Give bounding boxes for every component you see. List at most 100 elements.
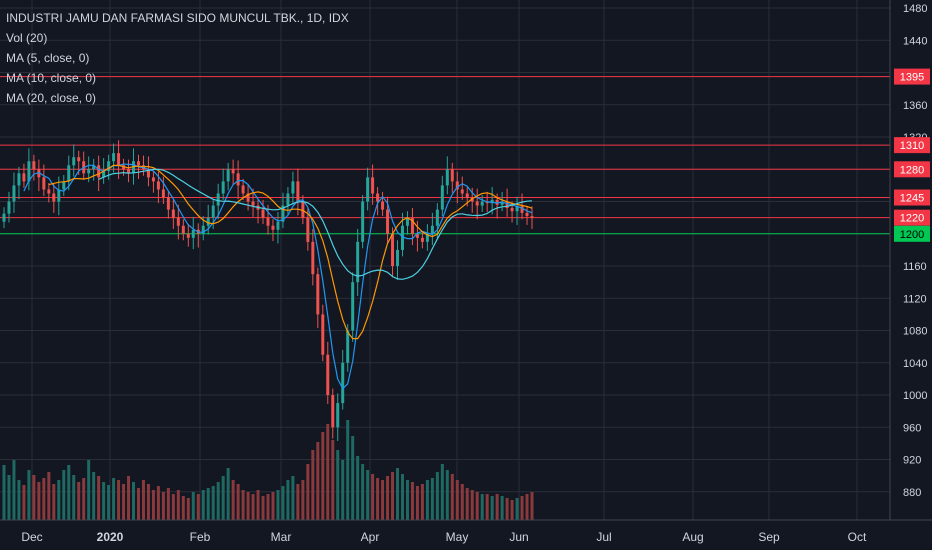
volume-bar: [166, 488, 170, 520]
volume-bar: [112, 478, 116, 520]
candle-body: [376, 193, 380, 202]
volume-bar: [286, 480, 290, 520]
candle-body: [211, 205, 215, 218]
volume-bar: [146, 484, 150, 520]
volume-bar: [186, 498, 190, 520]
time-tick-label: Jun: [509, 530, 528, 544]
volume-bar: [102, 482, 106, 520]
level-label: 1395: [900, 72, 924, 84]
price-axis-panel[interactable]: [890, 0, 932, 520]
volume-bar: [216, 482, 220, 520]
volume-bar: [87, 460, 91, 520]
volume-bar: [52, 484, 56, 520]
candle-body: [62, 181, 66, 190]
candle-body: [366, 177, 370, 202]
volume-bar: [415, 486, 419, 520]
candle-body: [276, 221, 280, 230]
level-label: 1245: [900, 193, 924, 205]
candle-body: [181, 225, 185, 234]
candle-body: [72, 157, 76, 166]
legend-volume[interactable]: Vol (20): [6, 31, 48, 45]
candle-body: [520, 206, 524, 213]
candle-body: [391, 233, 395, 267]
volume-bar: [490, 496, 494, 520]
candle-body: [356, 241, 360, 283]
volume-bar: [510, 500, 514, 520]
time-tick-label: May: [446, 530, 469, 544]
candle-body: [251, 201, 255, 206]
volume-bar: [281, 486, 285, 520]
volume-bar: [181, 496, 185, 520]
price-tick-label: 1000: [903, 390, 927, 402]
level-label-box: [894, 209, 930, 226]
volume-bar: [296, 484, 300, 520]
volume-bar: [336, 450, 340, 520]
candle-body: [186, 233, 190, 238]
candle-body: [112, 153, 116, 162]
candle-body: [241, 185, 245, 194]
volume-bar: [62, 470, 66, 520]
volume-bar: [311, 450, 315, 520]
volume-bar: [256, 490, 260, 520]
volume-bar: [515, 498, 519, 520]
candle-body: [445, 169, 449, 186]
candle-body: [465, 193, 469, 198]
time-tick-label: Apr: [361, 530, 380, 544]
candle-body: [37, 169, 41, 178]
candle-body: [2, 213, 6, 222]
candle-body: [326, 354, 330, 396]
time-axis-panel[interactable]: [0, 520, 932, 550]
candle-body: [22, 173, 26, 182]
volume-bar: [420, 484, 424, 520]
volume-bar: [67, 465, 71, 520]
volume-bar: [405, 480, 409, 520]
candle-body: [107, 161, 111, 171]
volume-bar: [171, 494, 175, 520]
candle-body: [97, 165, 101, 178]
candle-body: [440, 185, 444, 210]
candle-body: [480, 201, 484, 206]
moving-averages: [23, 163, 533, 390]
volume-bar: [57, 480, 61, 520]
candle-body: [191, 229, 195, 238]
candle-body: [475, 201, 479, 206]
candle-body: [7, 201, 11, 214]
time-tick-label: Jul: [596, 530, 611, 544]
candle-body: [450, 169, 454, 182]
volume-bar: [37, 482, 41, 520]
candle-body: [455, 181, 459, 190]
candle-body: [286, 193, 290, 206]
horizontal-levels: [0, 76, 890, 235]
candle-body: [127, 169, 131, 174]
legend-ma20[interactable]: MA (20, close, 0): [6, 91, 97, 105]
time-tick-label: Feb: [190, 530, 211, 544]
candle-body: [405, 217, 409, 226]
candle-body: [122, 165, 126, 170]
volume-bar: [346, 420, 350, 520]
volume-bar: [47, 472, 51, 520]
candle-body: [460, 189, 464, 194]
volume-bar: [326, 424, 330, 520]
candle-body: [470, 197, 474, 202]
candle-body: [171, 209, 175, 218]
volume-bar: [271, 492, 275, 520]
legend-ma5[interactable]: MA (5, close, 0): [6, 51, 90, 65]
volume-bar: [435, 472, 439, 520]
price-tick-label: 960: [903, 422, 921, 434]
volume-bar: [391, 472, 395, 520]
price-tick-label: 1040: [903, 358, 927, 370]
candle-body: [47, 189, 51, 194]
candle-body: [151, 177, 155, 182]
legend-ma10[interactable]: MA (10, close, 0): [6, 71, 97, 85]
price-tick-label: 1360: [903, 100, 927, 112]
level-label: 1200: [900, 229, 924, 241]
candle-body: [301, 201, 305, 218]
volume-bar: [97, 476, 101, 520]
candle-body: [206, 217, 210, 226]
volume-bar: [211, 486, 215, 520]
candle-body: [166, 197, 170, 210]
candle-body: [32, 161, 36, 170]
candle-body: [410, 217, 414, 234]
volume-bar: [196, 494, 200, 520]
